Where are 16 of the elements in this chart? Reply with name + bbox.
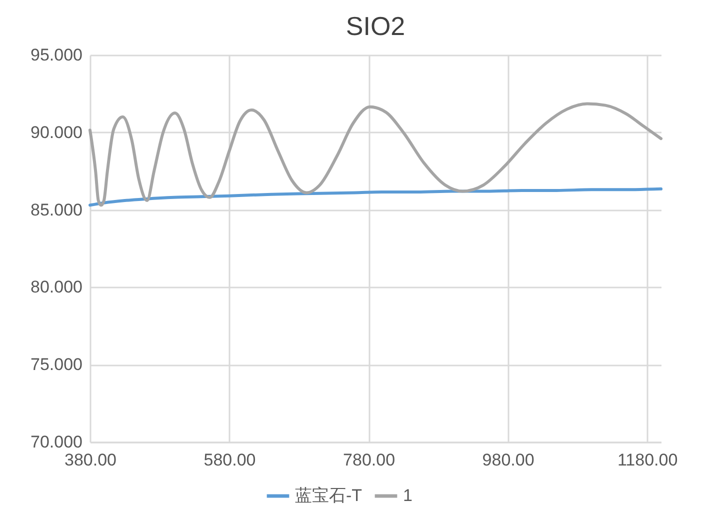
x-tick-label: 980.00 <box>482 450 534 470</box>
y-tick-label: 95.000 <box>30 46 82 64</box>
x-tick-label: 780.00 <box>343 450 396 470</box>
legend-label: 1 <box>403 486 412 505</box>
y-tick-label: 85.000 <box>30 200 82 220</box>
y-tick-label: 80.000 <box>30 278 82 297</box>
y-tick-label: 70.000 <box>30 432 82 452</box>
chart-title: SIO2 <box>346 11 406 41</box>
y-tick-label: 90.000 <box>30 122 82 142</box>
x-tick-label: 580.00 <box>204 450 256 470</box>
legend-label: 蓝宝石-T <box>295 486 362 505</box>
line-series <box>88 187 662 207</box>
x-tick-label: 380.00 <box>64 450 116 470</box>
line-series <box>88 102 662 207</box>
y-tick-label: 75.000 <box>30 355 82 374</box>
x-tick-label: 1180.00 <box>617 450 678 470</box>
